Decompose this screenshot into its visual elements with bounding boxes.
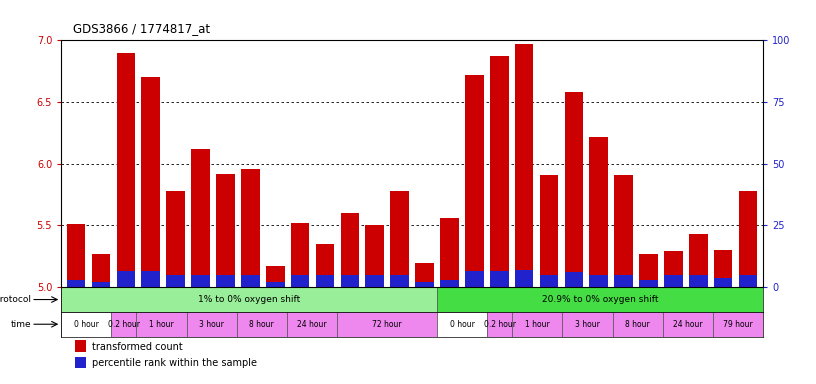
Bar: [61, 287, 437, 312]
Bar: [216, 275, 235, 287]
Bar: [689, 275, 707, 287]
Text: 0 hour: 0 hour: [450, 320, 475, 329]
Bar: [539, 275, 558, 287]
Bar: [316, 275, 335, 287]
Text: 3 hour: 3 hour: [575, 320, 600, 329]
Bar: [437, 287, 763, 312]
Bar: [117, 53, 135, 287]
Bar: [241, 169, 259, 287]
Bar: [91, 282, 110, 287]
Bar: [639, 254, 658, 287]
Bar: [290, 223, 309, 287]
Bar: [237, 312, 286, 336]
Bar: [613, 312, 663, 336]
Bar: [141, 77, 160, 287]
Bar: [565, 92, 583, 287]
Bar: [562, 312, 613, 336]
Bar: [465, 75, 484, 287]
Bar: [390, 275, 409, 287]
Text: 24 hour: 24 hour: [673, 320, 703, 329]
Text: 1% to 0% oxygen shift: 1% to 0% oxygen shift: [198, 295, 300, 304]
Text: 72 hour: 72 hour: [372, 320, 401, 329]
Bar: [340, 213, 359, 287]
Bar: [366, 275, 384, 287]
Bar: [490, 271, 508, 287]
Bar: [415, 263, 434, 287]
Text: 20.9% to 0% oxygen shift: 20.9% to 0% oxygen shift: [542, 295, 659, 304]
Bar: [714, 250, 733, 287]
Bar: [487, 312, 512, 336]
Bar: [136, 312, 187, 336]
Bar: [440, 280, 459, 287]
Bar: [67, 280, 86, 287]
Bar: [75, 340, 86, 352]
Bar: [266, 282, 285, 287]
Bar: [664, 275, 683, 287]
Bar: [340, 275, 359, 287]
Bar: [337, 312, 437, 336]
Text: 1 hour: 1 hour: [525, 320, 550, 329]
Bar: [614, 175, 633, 287]
Bar: [91, 254, 110, 287]
Text: 8 hour: 8 hour: [625, 320, 650, 329]
Text: 0 hour: 0 hour: [73, 320, 99, 329]
Bar: [437, 312, 487, 336]
Bar: [689, 234, 707, 287]
Text: 1 hour: 1 hour: [149, 320, 174, 329]
Bar: [61, 312, 111, 336]
Bar: [539, 175, 558, 287]
Bar: [166, 275, 185, 287]
Bar: [639, 280, 658, 287]
Bar: [589, 137, 608, 287]
Bar: [515, 270, 534, 287]
Text: transformed count: transformed count: [92, 342, 183, 352]
Bar: [440, 218, 459, 287]
Text: 79 hour: 79 hour: [723, 320, 753, 329]
Bar: [75, 357, 86, 368]
Bar: [286, 312, 337, 336]
Bar: [664, 252, 683, 287]
Bar: [589, 275, 608, 287]
Bar: [465, 271, 484, 287]
Bar: [390, 191, 409, 287]
Bar: [117, 271, 135, 287]
Bar: [187, 312, 237, 336]
Text: time: time: [11, 320, 31, 329]
Bar: [490, 56, 508, 287]
Bar: [290, 275, 309, 287]
Bar: [614, 275, 633, 287]
Bar: [713, 312, 763, 336]
Bar: [166, 191, 185, 287]
Text: 0.2 hour: 0.2 hour: [484, 320, 516, 329]
Bar: [515, 44, 534, 287]
Text: percentile rank within the sample: percentile rank within the sample: [92, 358, 257, 368]
Bar: [191, 149, 210, 287]
Text: 8 hour: 8 hour: [250, 320, 274, 329]
Bar: [366, 225, 384, 287]
Bar: [738, 275, 757, 287]
Bar: [714, 278, 733, 287]
Bar: [565, 272, 583, 287]
Bar: [738, 191, 757, 287]
Text: 24 hour: 24 hour: [297, 320, 326, 329]
Text: GDS3866 / 1774817_at: GDS3866 / 1774817_at: [73, 22, 211, 35]
Bar: [67, 224, 86, 287]
Bar: [241, 275, 259, 287]
Bar: [663, 312, 713, 336]
Text: 3 hour: 3 hour: [199, 320, 224, 329]
Text: protocol: protocol: [0, 295, 31, 304]
Bar: [141, 271, 160, 287]
Bar: [316, 244, 335, 287]
Text: 0.2 hour: 0.2 hour: [108, 320, 140, 329]
Bar: [191, 275, 210, 287]
Bar: [512, 312, 562, 336]
Bar: [266, 266, 285, 287]
Bar: [111, 312, 136, 336]
Bar: [216, 174, 235, 287]
Bar: [415, 282, 434, 287]
